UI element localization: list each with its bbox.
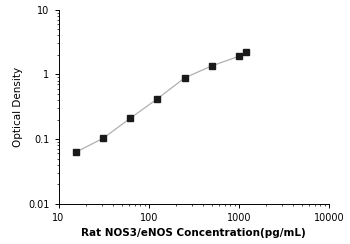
X-axis label: Rat NOS3/eNOS Concentration(pg/mL): Rat NOS3/eNOS Concentration(pg/mL) — [82, 228, 306, 238]
Y-axis label: Optical Density: Optical Density — [13, 67, 22, 147]
